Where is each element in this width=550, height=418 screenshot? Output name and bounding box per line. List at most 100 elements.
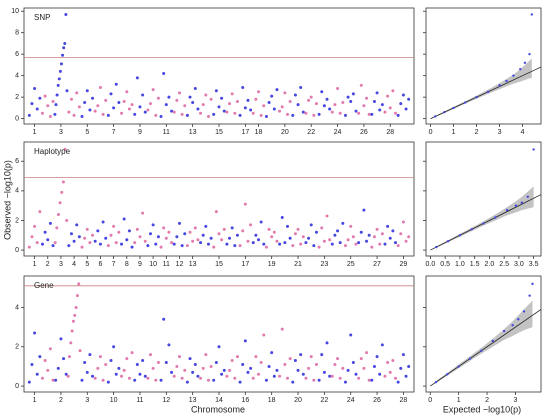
- snp-point: [288, 357, 292, 361]
- qq-point: [480, 349, 483, 352]
- y-tick-label: 6: [15, 51, 19, 58]
- snp-point: [222, 227, 226, 231]
- snp-point: [154, 113, 158, 117]
- qq-point: [531, 282, 534, 286]
- snp-point: [225, 242, 229, 246]
- snp-point: [109, 92, 113, 96]
- x-tick-label: 22: [307, 129, 315, 136]
- plot-frame: [425, 7, 542, 125]
- snp-point: [122, 99, 126, 103]
- x-tick-label: 13: [189, 261, 197, 268]
- snp-point: [46, 368, 50, 372]
- snp-point: [104, 98, 108, 102]
- snp-point: [275, 239, 279, 243]
- snp-point: [320, 90, 324, 94]
- snp-point: [170, 109, 174, 113]
- snp-point: [112, 345, 116, 349]
- snp-point: [130, 103, 134, 107]
- x-tick-label: 17: [241, 261, 249, 268]
- qq-point: [494, 216, 497, 219]
- snp-point: [146, 376, 150, 380]
- snp-point: [85, 89, 89, 93]
- snp-point: [61, 180, 65, 184]
- x-tick-label: 2.5: [499, 261, 509, 268]
- qq-point: [519, 68, 522, 71]
- snp-point: [175, 235, 179, 239]
- snp-point: [38, 355, 42, 359]
- snp-point: [354, 109, 358, 113]
- snp-point: [78, 349, 82, 353]
- snp-point: [254, 233, 258, 237]
- snp-point: [367, 112, 371, 116]
- snp-point: [288, 99, 292, 103]
- x-tick-label: 28: [386, 129, 394, 136]
- qq-point: [532, 148, 535, 151]
- snp-point: [188, 357, 192, 361]
- snp-point: [38, 210, 42, 214]
- snp-point: [75, 294, 79, 298]
- qq-point: [522, 310, 526, 313]
- x-tick-label: 1: [33, 129, 37, 136]
- snp-point: [64, 372, 68, 376]
- x-tick-label: 16: [241, 397, 249, 404]
- snp-point: [135, 76, 139, 80]
- qq-point: [511, 323, 514, 327]
- snp-point: [91, 374, 95, 378]
- snp-point: [104, 236, 108, 240]
- snp-point: [307, 236, 311, 240]
- snp-point: [101, 220, 105, 224]
- snp-point: [304, 241, 308, 245]
- x-tick-label: 15: [215, 129, 223, 136]
- snp-point: [309, 95, 313, 99]
- snp-point: [346, 95, 350, 99]
- expected-line: [430, 66, 542, 119]
- x-tick-label: 1.5: [470, 261, 480, 268]
- x-tick-label: 3.5: [529, 261, 539, 268]
- snp-point: [27, 245, 31, 249]
- snp-point: [180, 244, 184, 248]
- snp-point: [104, 362, 108, 366]
- snp-point: [60, 190, 64, 194]
- snp-point: [151, 366, 155, 370]
- snp-point: [112, 224, 116, 228]
- snp-point: [238, 380, 242, 384]
- snp-point: [399, 366, 403, 370]
- snp-point: [35, 107, 39, 111]
- snp-point: [351, 92, 355, 96]
- snp-point: [251, 376, 255, 380]
- snp-point: [375, 91, 379, 95]
- snp-point: [77, 105, 81, 109]
- snp-point: [125, 238, 129, 242]
- snp-point: [170, 241, 174, 245]
- snp-point: [65, 89, 69, 93]
- snp-point: [322, 104, 326, 108]
- snp-point: [138, 372, 142, 376]
- snp-point: [61, 53, 65, 57]
- snp-point: [388, 106, 392, 110]
- snp-point: [233, 244, 237, 248]
- snp-point: [288, 236, 292, 240]
- snp-point: [228, 368, 232, 372]
- snp-point: [299, 242, 303, 246]
- snp-point: [43, 230, 47, 234]
- snp-point: [317, 378, 321, 382]
- snp-point: [83, 101, 87, 105]
- snp-point: [351, 361, 355, 365]
- snp-point: [257, 238, 261, 242]
- snp-point: [30, 102, 34, 106]
- snp-point: [370, 378, 374, 382]
- snp-point: [43, 94, 47, 98]
- x-tick-label: 13: [189, 397, 197, 404]
- qq-point: [486, 90, 490, 93]
- snp-point: [296, 227, 300, 231]
- snp-point: [212, 112, 216, 116]
- x-tick-label: 13: [189, 129, 197, 136]
- snp-point: [328, 107, 332, 111]
- snp-point: [109, 233, 113, 237]
- snp-point: [304, 376, 308, 380]
- x-axis-label: Expected −log10(p): [443, 404, 521, 414]
- qq-point: [512, 74, 515, 77]
- snp-point: [401, 220, 405, 224]
- snp-point: [130, 351, 134, 355]
- snp-point: [30, 362, 34, 366]
